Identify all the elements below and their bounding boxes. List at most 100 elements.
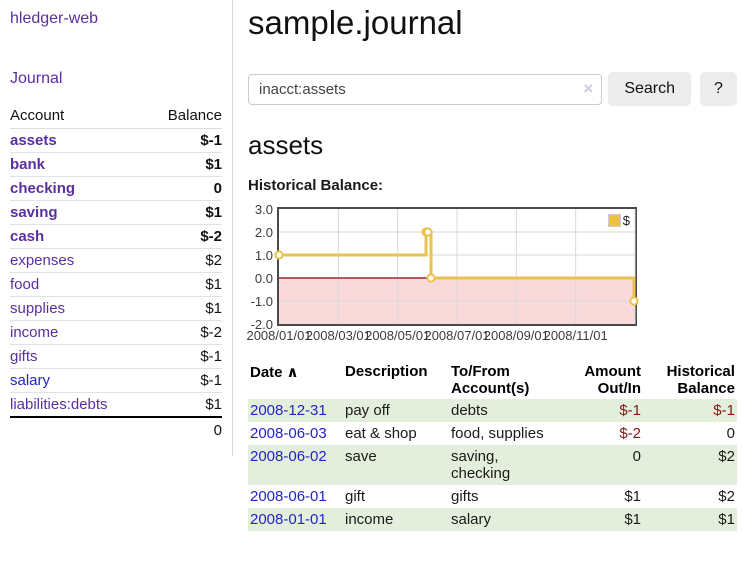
account-balance: $1: [146, 296, 222, 321]
register-col-amount: Amount Out/In: [584, 363, 641, 397]
transaction-row: 2008-06-03 eat & shop food, supplies $-2 0: [248, 422, 737, 445]
transaction-amount: $1: [559, 508, 643, 531]
account-link[interactable]: assets: [10, 131, 57, 149]
transaction-balance: $2: [718, 488, 735, 505]
account-balance: $-2: [146, 320, 222, 345]
legend-label: $: [622, 213, 630, 228]
account-row: supplies $1: [10, 296, 222, 321]
transaction-description: pay off: [345, 399, 451, 422]
account-balance: $-1: [146, 368, 222, 393]
x-tick-label: 2008/11/01: [543, 328, 608, 343]
transaction-accounts: salary: [451, 508, 559, 531]
app-title-link[interactable]: hledger-web: [10, 10, 99, 27]
account-link[interactable]: checking: [10, 179, 76, 197]
y-tick-label: 1.0: [254, 248, 273, 263]
accounts-table: Account Balance assets $-1 bank $1 checking 0…: [10, 104, 222, 442]
transaction-date-link[interactable]: 2008-06-01: [250, 488, 327, 505]
account-balance: $-2: [146, 224, 222, 249]
transaction-description: income: [345, 508, 451, 531]
accounts-total-value: 0: [146, 415, 222, 442]
account-row: liabilities:debts $1: [10, 392, 222, 417]
register-col-tofrom: To/From Account(s): [451, 363, 530, 397]
transaction-amount: $-1: [559, 399, 643, 422]
x-tick-label: 2008/09/01: [483, 328, 549, 343]
account-heading: assets: [248, 130, 324, 160]
account-balance: $1: [146, 152, 222, 177]
transaction-accounts: debts: [451, 399, 559, 422]
x-tick-label: 2008/07/01: [424, 328, 490, 343]
transaction-date-link[interactable]: 2008-06-03: [250, 425, 327, 442]
transaction-balance: $2: [643, 445, 737, 485]
historical-balance-chart: 3.0 2.0 1.0 0.0 -1.0 -2.0 $ 2008/01/01 2008/03…: [246, 202, 737, 343]
accounts-col-balance: Balance: [146, 104, 222, 129]
y-tick-label: -1.0: [250, 294, 273, 309]
account-balance: 0: [146, 176, 222, 201]
register-table: Date ∧ Description To/From Account(s) Amo…: [248, 361, 737, 531]
transaction-balance: 0: [726, 425, 735, 442]
legend-swatch-icon: [607, 214, 621, 227]
account-link[interactable]: saving: [10, 203, 58, 221]
main-content: sample.journal × Search ? assets Histori…: [233, 0, 742, 531]
account-link[interactable]: food: [10, 275, 40, 293]
x-tick-label: 2008/03/01: [305, 328, 371, 343]
x-tick-label: 2008/05/01: [365, 328, 431, 343]
y-tick-label: 3.0: [254, 202, 273, 217]
account-row: income $-2: [10, 320, 222, 345]
transaction-balance: $-1: [643, 399, 737, 422]
account-row: salary $-1: [10, 368, 222, 393]
page-title: sample.journal: [248, 4, 463, 41]
chart-plot-area: $: [274, 207, 639, 326]
transaction-date-link[interactable]: 2008-06-02: [250, 448, 327, 465]
chart-y-axis-labels: 3.0 2.0 1.0 0.0 -1.0 -2.0: [248, 202, 277, 332]
register-col-date: Date ∧: [250, 364, 299, 381]
transaction-row: 2008-01-01 income salary $1 $1: [248, 508, 737, 531]
chart-caption: Historical Balance:: [248, 177, 384, 194]
account-row: cash $-2: [10, 224, 222, 249]
search-bar: × Search ?: [248, 72, 737, 106]
transaction-amount: $1: [624, 488, 641, 505]
app-window: hledger-web Journal Account Balance asse…: [0, 0, 742, 531]
account-link[interactable]: bank: [10, 155, 46, 173]
search-input[interactable]: [248, 73, 603, 105]
account-link[interactable]: cash: [10, 227, 45, 245]
sidebar: hledger-web Journal Account Balance asse…: [0, 0, 233, 456]
transaction-date-link[interactable]: 2008-12-31: [250, 402, 327, 419]
account-row: food $1: [10, 272, 222, 297]
chart-x-axis-labels: 2008/01/01 2008/03/01 2008/05/01 2008/07/01…: [246, 326, 637, 343]
account-row: bank $1: [10, 152, 222, 177]
accounts-total-row: 0: [10, 415, 222, 442]
help-button[interactable]: ?: [700, 72, 737, 106]
transaction-amount: $-2: [619, 425, 641, 442]
account-link[interactable]: expenses: [10, 251, 75, 269]
chart-svg: [274, 209, 639, 324]
sidebar-item-journal[interactable]: Journal: [10, 70, 63, 87]
clear-search-icon[interactable]: ×: [583, 78, 594, 98]
y-tick-label: -2.0: [250, 317, 273, 332]
account-row: expenses $2: [10, 248, 222, 273]
transaction-description: gift: [345, 488, 366, 505]
account-link[interactable]: income: [10, 323, 59, 341]
transaction-row: 2008-06-02 save saving, checking 0 $2: [248, 445, 737, 485]
account-row: checking 0: [10, 176, 222, 201]
register-col-description: Description: [345, 363, 428, 380]
sort-ascending-icon: ∧: [286, 364, 299, 381]
account-link[interactable]: salary: [10, 371, 51, 389]
transaction-description: save: [345, 445, 451, 485]
accounts-col-account: Account: [10, 104, 147, 129]
x-tick-label: 2008/01/01: [246, 328, 312, 343]
account-balance: $-1: [146, 128, 222, 153]
transaction-accounts: gifts: [451, 488, 479, 505]
account-balance: $1: [146, 272, 222, 297]
transaction-description: eat & shop: [345, 425, 417, 442]
transaction-accounts: saving, checking: [451, 445, 559, 485]
transaction-date-link[interactable]: 2008-01-01: [250, 511, 327, 528]
account-row: assets $-1: [10, 128, 222, 153]
register-col-balance: Historical Balance: [666, 363, 735, 397]
account-link[interactable]: gifts: [10, 347, 38, 365]
chart-legend: $: [605, 212, 632, 229]
search-button[interactable]: Search: [608, 72, 692, 106]
account-balance: $1: [146, 392, 222, 417]
account-balance: $-1: [146, 344, 222, 369]
account-link[interactable]: supplies: [10, 299, 66, 317]
account-link[interactable]: liabilities:debts: [10, 395, 108, 413]
